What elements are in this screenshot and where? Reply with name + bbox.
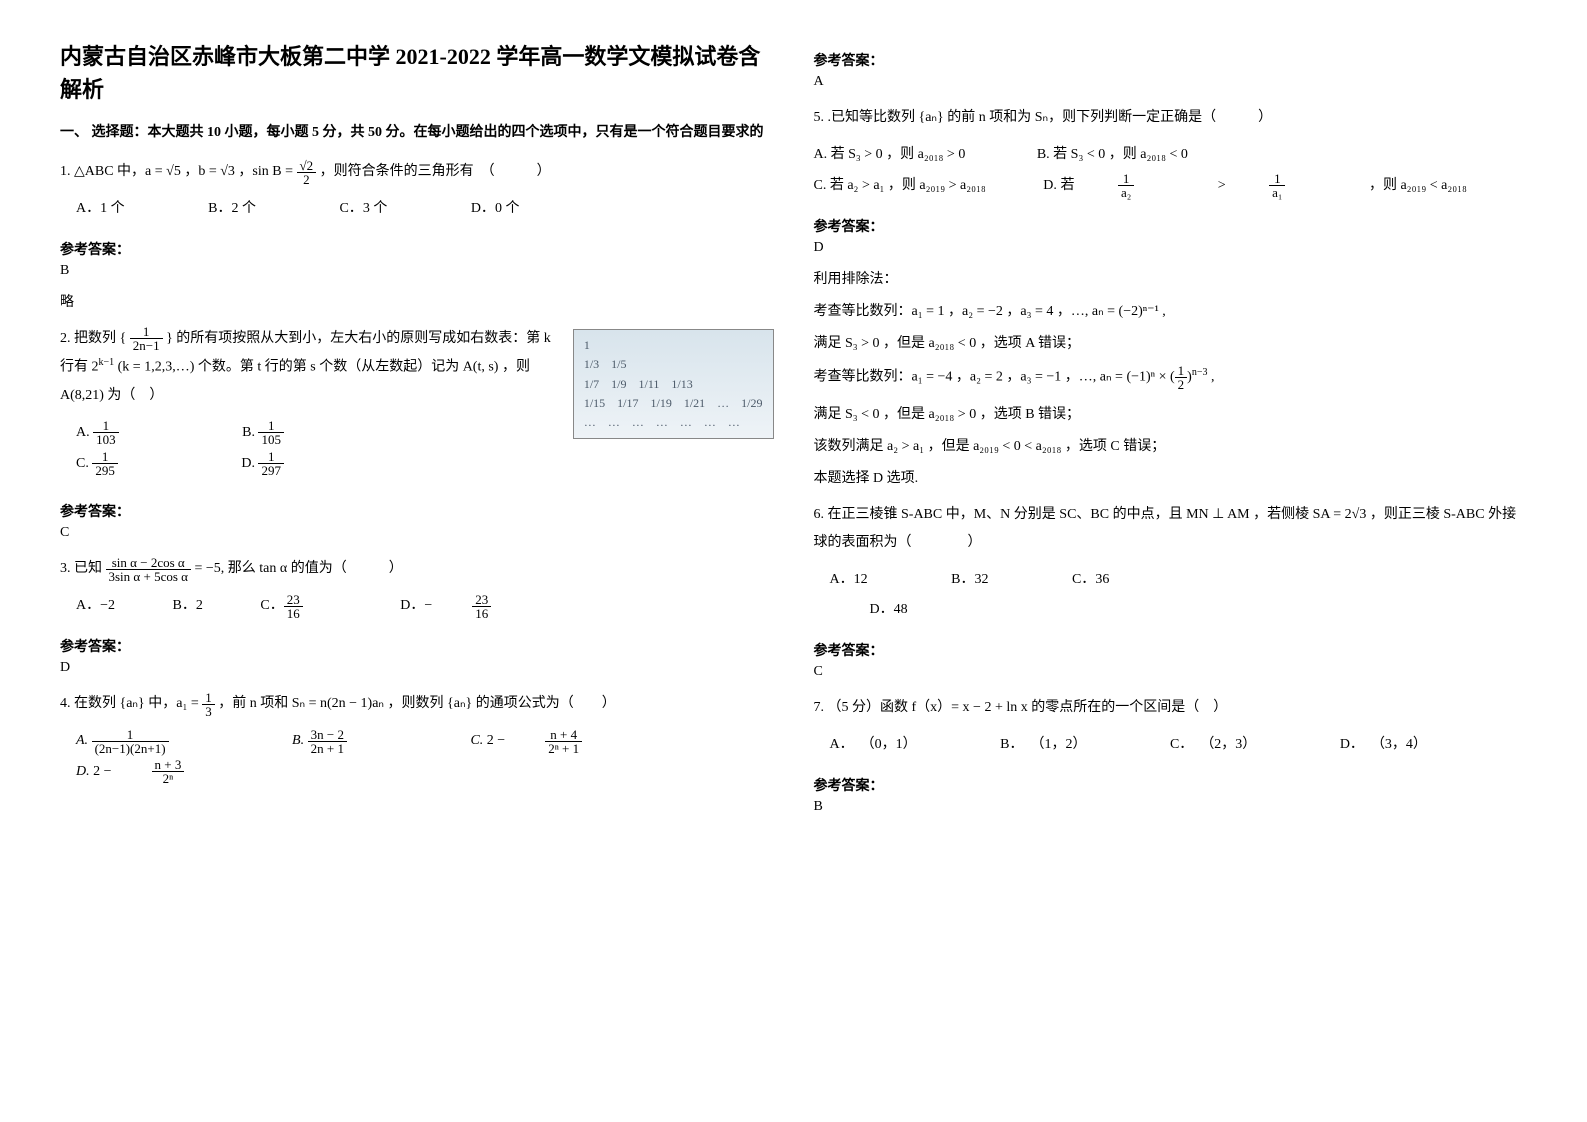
q1-opt-b: 2 个 — [231, 194, 256, 225]
q2-sup: k−1 — [99, 357, 115, 368]
q3-stem-b: = −5, 那么 tan α 的值为（ ） — [194, 561, 402, 576]
q6-opt-a: 12 — [854, 565, 868, 596]
q5-options: A. 若 S₃ > 0 ，则 a₂₀₁₈ > 0 B. 若 S₃ < 0 ，则 … — [814, 140, 1528, 202]
q1-frac: √22 — [297, 159, 317, 186]
question-2: 1 1/3 1/5 1/7 1/9 1/11 1/13 1/15 1/17 1/… — [60, 325, 774, 487]
q6-options: A．12 B．32 C．36 D．48 — [830, 565, 1528, 627]
tri-row: 1/3 1/5 — [584, 355, 763, 374]
q5-expl3: 满足 S₃ > 0 ，但是 a₂₀₁₈ < 0 ，选项 A 错误； — [814, 332, 1528, 352]
q5-expl2: 考查等比数列：a₁ = 1 ，a₂ = −2 ，a₃ = 4 ，…, aₙ = … — [814, 300, 1528, 320]
answer-label: 参考答案： — [60, 239, 774, 259]
q5-opt-d-mid: > — [1218, 171, 1226, 202]
q5-opt-b: 若 S₃ < 0 ，则 a₂₀₁₈ < 0 — [1053, 140, 1188, 171]
q7-opt-d: （3，4） — [1371, 730, 1427, 761]
q3-opt-a: −2 — [100, 591, 115, 622]
answer-label: 参考答案： — [814, 216, 1528, 236]
answer-label: 参考答案： — [814, 50, 1528, 70]
answer-label: 参考答案： — [814, 640, 1528, 660]
q7-opt-b: （1，2） — [1030, 730, 1086, 761]
q2-answer: C — [60, 525, 774, 541]
q2-frac: 12n−1 — [130, 325, 163, 352]
tri-row: 1 — [584, 336, 763, 355]
q5-expl6: 该数列满足 a₂ > a₁ ，但是 a₂₀₁₉ < 0 < a₂₀₁₈ ，选项 … — [814, 435, 1528, 455]
tri-row: 1/7 1/9 1/11 1/13 — [584, 375, 763, 394]
q6-opt-b: 32 — [974, 565, 988, 596]
q1-opt-d: 0 个 — [495, 194, 520, 225]
q3-stem-a: 已知 — [74, 561, 106, 576]
q5-stem: .已知等比数列 {aₙ} 的前 n 项和为 Sₙ，则下列判断一定正确是（ ） — [828, 110, 1273, 125]
question-6: 6. 在正三棱锥 S-ABC 中，M、N 分别是 SC、BC 的中点，且 MN … — [814, 501, 1528, 627]
q7-opt-c: （2，3） — [1200, 730, 1256, 761]
answer-label: 参考答案： — [60, 636, 774, 656]
q5-opt-c: 若 a₂ > a₁ ，则 a₂₀₁₉ > a₂₀₁₈ — [830, 171, 986, 202]
q3-options: A．−2 B．2 C．2316 D．−2316 — [76, 591, 774, 622]
q7-options: A． （0，1） B． （1，2） C． （2，3） D． （3，4） — [830, 730, 1528, 761]
q3-opt-b: 2 — [196, 591, 203, 622]
q7-answer: B — [814, 799, 1528, 815]
section-heading: 一、 选择题：本大题共 10 小题，每小题 5 分，共 50 分。在每小题给出的… — [60, 122, 774, 144]
q4-answer: A — [814, 74, 1528, 90]
q5-expl4: 考查等比数列：a₁ = −4 ，a₂ = 2 ，a₃ = −1 ，…, aₙ =… — [814, 364, 1528, 391]
q3-answer: D — [60, 660, 774, 676]
q4-options: A. 1(2n−1)(2n+1) B. 3n − 22n + 1 C. 2 − … — [76, 726, 774, 788]
q4-stem-a: 在数列 {aₙ} 中，a₁ = — [74, 696, 202, 711]
q6-stem: 在正三棱锥 S-ABC 中，M、N 分别是 SC、BC 的中点，且 MN ⊥ A… — [814, 507, 1517, 550]
question-4: 4. 在数列 {aₙ} 中，a₁ = 13 ，前 n 项和 Sₙ = n(2n … — [60, 690, 774, 788]
q7-stem: （5 分）函数 f（x）= x − 2 + ln x 的零点所在的一个区间是（ … — [828, 700, 1228, 715]
q5-answer: D — [814, 240, 1528, 256]
question-1: 1. △ABC 中，a = √5 ，b = √3 ，sin B = √22 ，则… — [60, 158, 774, 225]
q3-opt-d-pre: − — [424, 591, 432, 622]
doc-title: 内蒙古自治区赤峰市大板第二中学 2021-2022 学年高一数学文模拟试卷含解析 — [60, 40, 774, 106]
q1-answer: B — [60, 263, 774, 279]
q5-expl7: 本题选择 D 选项. — [814, 467, 1528, 487]
q2-stem-c: (k = 1,2,3,…) 个数。第 t 行的第 s 个数（从左数起）记为 A(… — [60, 360, 530, 403]
q3-frac: sin α − 2cos α3sin α + 5cos α — [106, 556, 191, 583]
q5-opt-d-a: 若 — [1060, 171, 1074, 202]
answer-label: 参考答案： — [60, 501, 774, 521]
q1-opt-c: 3 个 — [363, 194, 388, 225]
q1-options: A．1 个 B．2 个 C．3 个 D．0 个 — [76, 194, 774, 225]
q2-triangle-table: 1 1/3 1/5 1/7 1/9 1/11 1/13 1/15 1/17 1/… — [573, 329, 774, 439]
question-3: 3. 已知 sin α − 2cos α3sin α + 5cos α = −5… — [60, 555, 774, 622]
q6-answer: C — [814, 664, 1528, 680]
question-7: 7. （5 分）函数 f（x）= x − 2 + ln x 的零点所在的一个区间… — [814, 694, 1528, 761]
q1-opt-a: 1 个 — [100, 194, 125, 225]
q1-stem-b: ，则符合条件的三角形有 （ ） — [320, 164, 551, 179]
tri-row: … … … … … … … — [584, 413, 763, 432]
tri-row: 1/15 1/17 1/19 1/21 … 1/29 — [584, 394, 763, 413]
q7-opt-a: （0，1） — [861, 730, 917, 761]
q6-opt-d: 48 — [894, 595, 908, 626]
q5-opt-a: 若 S₃ > 0 ，则 a₂₀₁₈ > 0 — [831, 140, 966, 171]
q6-opt-c: 36 — [1095, 565, 1109, 596]
q2-stem-a: 把数列 { — [74, 331, 130, 346]
q5-expl1: 利用排除法： — [814, 268, 1528, 288]
question-5: 5. .已知等比数列 {aₙ} 的前 n 项和为 Sₙ，则下列判断一定正确是（ … — [814, 104, 1528, 202]
q1-stem-a: △ABC 中，a = √5 ，b = √3 ，sin B = — [74, 164, 297, 179]
q5-expl5: 满足 S₃ < 0 ，但是 a₂₀₁₈ > 0 ，选项 B 错误； — [814, 403, 1528, 423]
q1-answer-note: 略 — [60, 291, 774, 311]
q4-stem-b: ，前 n 项和 Sₙ = n(2n − 1)aₙ ，则数列 {aₙ} 的通项公式… — [218, 696, 616, 711]
answer-label: 参考答案： — [814, 775, 1528, 795]
q5-opt-d-b: ，则 a₂₀₁₉ < a₂₀₁₈ — [1369, 171, 1467, 202]
